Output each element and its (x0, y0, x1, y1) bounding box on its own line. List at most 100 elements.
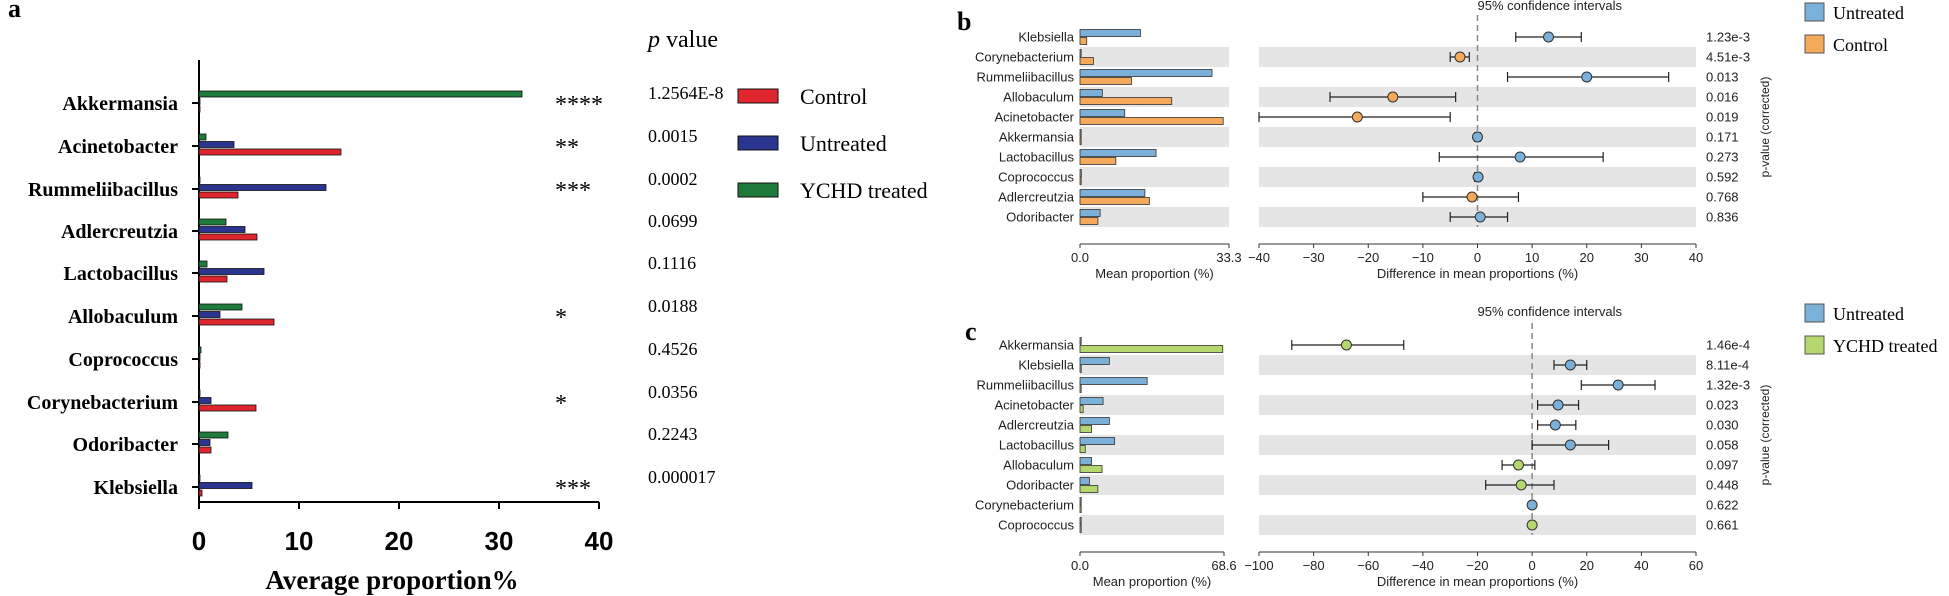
panel-c-category-label: Klebsiella (1018, 358, 1074, 373)
panel-a-x-tick-label: 40 (585, 526, 614, 556)
panel-c-row-shade (1259, 395, 1696, 415)
panel-b-diff-point (1474, 211, 1486, 223)
panel-b-row-shade (1080, 207, 1229, 227)
panel-a-legend-label: Control (800, 84, 867, 109)
panel-b-diff-point (1454, 51, 1466, 63)
panel-a-bar (198, 318, 275, 326)
panel-a-category-label: Akkermansia (62, 93, 178, 115)
panel-c-category-label: Odoribacter (1006, 478, 1075, 493)
panel-a-significance: * (555, 391, 567, 417)
panel-c-bar-untreated (1079, 417, 1110, 425)
panel-b-bar-control (1079, 57, 1094, 65)
panel-a-significance: **** (555, 92, 603, 118)
panel-b-diff-point (1472, 171, 1484, 183)
panel-b-bar-untreated (1079, 109, 1126, 117)
panel-a-legend-label: YCHD treated (800, 178, 928, 203)
panel-c-pvalue: 1.46e-4 (1706, 338, 1750, 353)
panel-c-row-shade (1259, 435, 1696, 455)
panel-a-bar (198, 354, 201, 361)
panel-c-row-shade (1080, 475, 1224, 495)
panel-b-diff-point (1351, 111, 1363, 123)
panel-a-bar (198, 439, 211, 446)
panel-b-bar-untreated (1079, 149, 1157, 157)
panel-a-bar (198, 226, 246, 233)
panel-b-diff-tick-label: 40 (1689, 250, 1703, 265)
panel-c-bar-ychd-treated (1079, 485, 1099, 493)
panel-a-significance: *** (555, 178, 591, 204)
panel-b-category-label: Adlercreutzia (998, 190, 1075, 205)
panel-a-category-label: Coprococcus (68, 349, 178, 371)
panel-a-bar (198, 133, 207, 141)
panel-c-diff-tick-label: −100 (1244, 558, 1273, 573)
panel-c-legend-swatch (1804, 335, 1825, 355)
panel-b-diff-point (1581, 71, 1593, 83)
panel-c-pvalue: 0.058 (1706, 438, 1739, 453)
panel-a-bar (198, 431, 229, 439)
panel-b-ci-title: 95% confidence intervals (1478, 0, 1623, 13)
panel-b-category-label: Corynebacterium (975, 50, 1074, 65)
panel-a-pvalue: 0.0188 (648, 296, 698, 316)
panel-b-diff-xlabel: Difference in mean proportions (%) (1377, 266, 1578, 281)
panel-b-ylabel-right: p-value (corrected) (1758, 77, 1772, 178)
panel-c-mean-tick-label: 0.0 (1071, 558, 1089, 573)
panel-b-category-label: Acinetobacter (995, 110, 1075, 125)
panel-b-legend-swatch (1804, 34, 1825, 54)
panel-c-ci-title: 95% confidence intervals (1478, 304, 1623, 319)
panel-a-bar (198, 397, 212, 404)
panel-a-significance: *** (555, 476, 591, 502)
panel-b-bar-untreated (1079, 69, 1213, 77)
panel-b-pvalue: 0.013 (1706, 70, 1739, 85)
panel-c-diff-point (1512, 459, 1524, 471)
panel-a-x-tick-label: 30 (485, 526, 514, 556)
panel-c-bar-ychd-treated (1079, 405, 1084, 413)
panel-b-pvalue: 0.019 (1706, 110, 1739, 125)
panel-b-pvalue: 1.23e-3 (1706, 30, 1750, 45)
panel-b-pvalue: 0.768 (1706, 190, 1739, 205)
panel-a-legend-swatch (737, 135, 779, 151)
panel-a-pvalue: 0.000017 (648, 467, 716, 487)
panel-b-diff-tick-label: 30 (1634, 250, 1648, 265)
panel-c-bar-untreated (1079, 457, 1092, 465)
panel-a-category-label: Odoribacter (72, 434, 178, 456)
panel-c-diff-tick-label: −80 (1303, 558, 1325, 573)
panel-b-pvalue: 0.592 (1706, 170, 1739, 185)
pvalue-header: p value (646, 27, 718, 53)
panel-b-diff-tick-label: 0 (1474, 250, 1481, 265)
panel-a-category-label: Acinetobacter (58, 136, 178, 158)
panel-b-bar-untreated (1079, 189, 1146, 197)
panel-a-bar (198, 489, 203, 497)
panel-b-bar-control (1079, 157, 1117, 165)
panel-b-bar-untreated (1079, 29, 1141, 37)
panel-a-pvalue: 0.0002 (648, 169, 698, 189)
panel-a-category-label: Klebsiella (94, 477, 178, 499)
panel-b-category-label: Akkermansia (999, 130, 1075, 145)
panel-a-bar (198, 184, 327, 191)
panel-c-bar-untreated (1079, 357, 1110, 365)
panel-c-bar-ychd-treated (1079, 445, 1086, 453)
panel-b-category-label: Rummeliibacillus (976, 70, 1074, 85)
panel-b-label: b (957, 7, 971, 36)
panel-a-bar (198, 311, 221, 318)
panel-c-category-label: Lactobacillus (999, 438, 1075, 453)
panel-b-pvalue: 0.171 (1706, 130, 1739, 145)
panel-c-legend-label: Untreated (1833, 304, 1904, 324)
panel-c-pvalue: 1.32e-3 (1706, 378, 1750, 393)
panel-a-category-label: Corynebacterium (27, 392, 178, 414)
panel-b-pvalue: 0.273 (1706, 150, 1739, 165)
panel-b-row-shade (1080, 127, 1229, 147)
panel-a-pvalue: 0.0699 (648, 211, 698, 231)
panel-c-legend-label: YCHD treated (1833, 336, 1937, 356)
panel-a-category-label: Rummeliibacillus (28, 179, 178, 201)
panel-a-bar (198, 98, 201, 105)
panel-b-diff-tick-label: −20 (1357, 250, 1379, 265)
panel-c-category-label: Coprococcus (998, 518, 1074, 533)
panel-c-row-shade (1080, 355, 1224, 375)
panel-b-diff-tick-label: −10 (1412, 250, 1434, 265)
panel-c-bar-untreated (1079, 477, 1090, 485)
panel-c-bar-untreated (1079, 517, 1082, 525)
panel-c-diff-point (1340, 339, 1352, 351)
panel-a-bar (198, 389, 201, 397)
panel-b-bar-control (1079, 137, 1082, 145)
panel-c-row-shade (1259, 515, 1696, 535)
